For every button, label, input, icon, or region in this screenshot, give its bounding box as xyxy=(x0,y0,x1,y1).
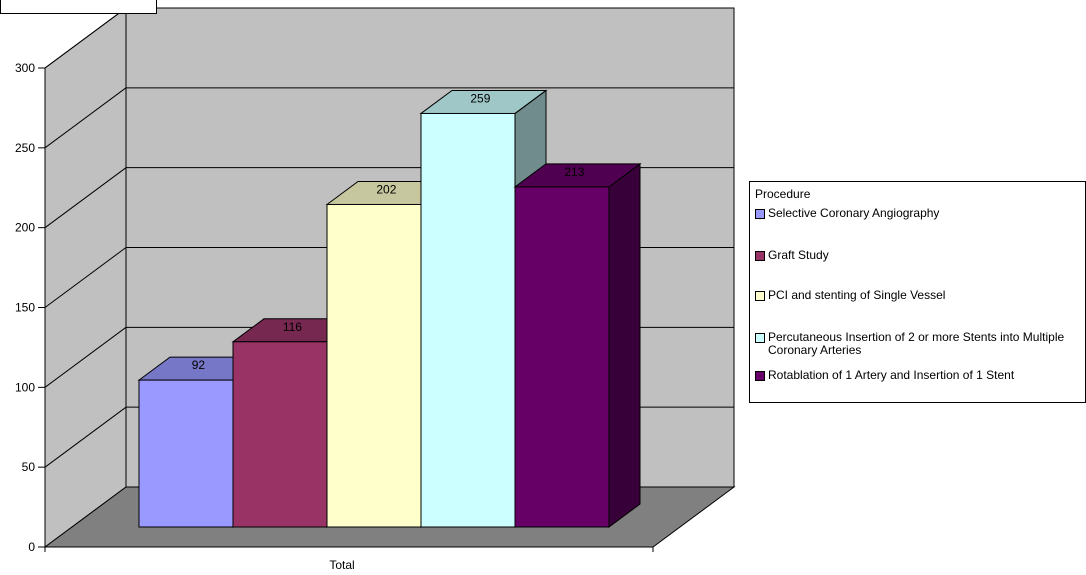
gridline-side xyxy=(44,326,127,388)
gridline-side xyxy=(44,167,127,229)
y-tick-label: 50 xyxy=(22,460,36,474)
data-label: 202 xyxy=(376,182,396,196)
legend-swatch xyxy=(755,333,765,343)
y-axis: 0 50 100 150 200 250 300 xyxy=(15,61,46,554)
y-tick-label: 300 xyxy=(15,61,35,75)
gridline-side xyxy=(44,7,127,69)
legend-swatch xyxy=(755,251,765,261)
bar-front xyxy=(232,341,328,528)
legend-label: Selective Coronary Angiography xyxy=(768,206,940,220)
legend-swatch xyxy=(755,371,765,381)
header-box xyxy=(0,0,157,14)
y-tick-label: 0 xyxy=(28,540,35,554)
gridline-side xyxy=(44,406,127,468)
x-tick-label: Total xyxy=(329,558,354,572)
gridline-side xyxy=(44,247,127,308)
bars xyxy=(137,89,642,528)
legend-title: Procedure xyxy=(755,187,811,201)
bar xyxy=(513,162,642,528)
legend-swatch xyxy=(755,209,765,219)
legend-label: Percutaneous Insertion of 2 or more Sten… xyxy=(768,330,1065,357)
bar-front xyxy=(326,203,422,528)
data-label: 92 xyxy=(192,358,206,372)
legend: Procedure Selective Coronary Angiography… xyxy=(749,181,1086,403)
data-labels: 92 116 202 259 213 xyxy=(192,91,585,372)
bar-front xyxy=(138,379,234,528)
legend-label: Graft Study xyxy=(768,248,829,262)
gridline-side xyxy=(44,87,127,149)
legend-label: PCI and stenting of Single Vessel xyxy=(768,288,946,302)
y-tick-label: 100 xyxy=(15,380,35,394)
y-tick-label: 150 xyxy=(15,301,35,315)
data-label: 259 xyxy=(470,91,490,105)
bar-side xyxy=(608,162,641,528)
y-tick-label: 200 xyxy=(15,221,35,235)
data-label: 213 xyxy=(564,165,584,179)
y-tick-label: 250 xyxy=(15,141,35,155)
data-label: 116 xyxy=(283,320,302,334)
bar-front xyxy=(420,112,516,528)
bar-front xyxy=(514,186,610,528)
legend-label: Rotablation of 1 Artery and Insertion of… xyxy=(768,368,1015,382)
legend-swatch xyxy=(755,291,765,301)
